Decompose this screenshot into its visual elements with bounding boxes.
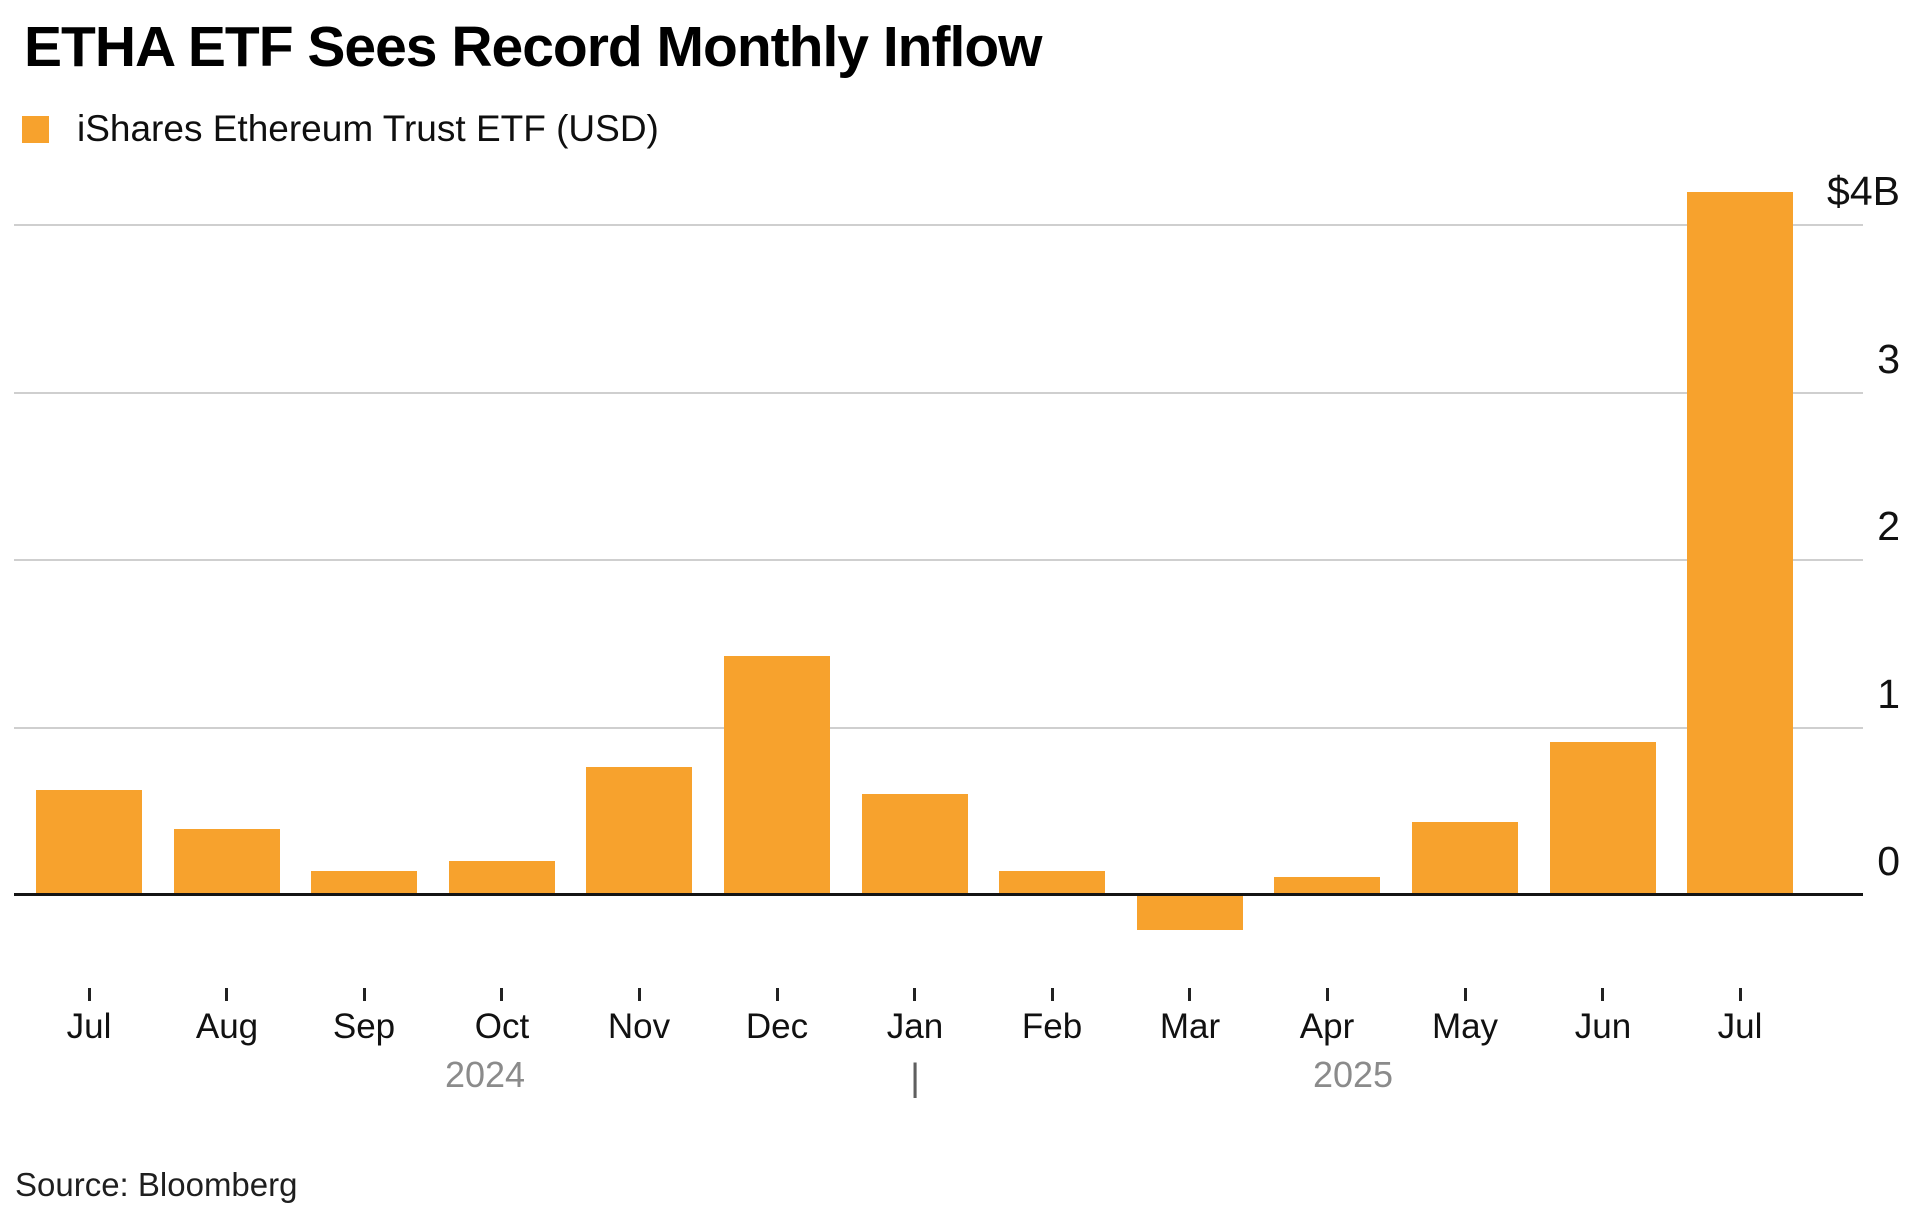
month-label-apr-9: Apr bbox=[1299, 1007, 1355, 1046]
x-tick-mar-8 bbox=[1188, 988, 1191, 1001]
chart-legend: iShares Ethereum Trust ETF (USD) bbox=[22, 108, 659, 150]
month-label-jun-11: Jun bbox=[1574, 1007, 1632, 1046]
month-label-jul-0: Jul bbox=[66, 1007, 112, 1046]
x-tick-jun-11 bbox=[1601, 988, 1604, 1001]
y-axis-label-4b: $4B bbox=[1827, 168, 1900, 214]
bar-jan-6 bbox=[862, 794, 968, 895]
x-tick-feb-7 bbox=[1051, 988, 1054, 1001]
gridline-3b bbox=[14, 392, 1863, 394]
gridline-2b bbox=[14, 559, 1863, 561]
month-label-jul-12: Jul bbox=[1717, 1007, 1763, 1046]
x-tick-jan-6 bbox=[913, 988, 916, 1001]
y-axis-label-1b: 1 bbox=[1877, 671, 1900, 717]
x-tick-nov-4 bbox=[638, 988, 641, 1001]
bar-jun-11 bbox=[1550, 742, 1656, 894]
month-label-feb-7: Feb bbox=[1021, 1007, 1083, 1046]
month-label-oct-3: Oct bbox=[474, 1007, 530, 1046]
gridline-4b bbox=[14, 224, 1863, 226]
y-axis-label-3b: 3 bbox=[1877, 336, 1900, 382]
zero-baseline bbox=[14, 893, 1863, 896]
chart-title: ETHA ETF Sees Record Monthly Inflow bbox=[24, 15, 1042, 79]
x-tick-aug-1 bbox=[225, 988, 228, 1001]
month-label-nov-4: Nov bbox=[607, 1007, 671, 1046]
bar-apr-9 bbox=[1274, 877, 1380, 894]
bar-mar-8 bbox=[1137, 896, 1243, 930]
bar-jul-12 bbox=[1687, 192, 1793, 894]
x-tick-may-10 bbox=[1464, 988, 1467, 1001]
bar-sep-2 bbox=[311, 871, 417, 894]
legend-swatch-icon bbox=[22, 115, 49, 143]
month-label-jan-6: Jan bbox=[886, 1007, 944, 1046]
month-label-dec-5: Dec bbox=[745, 1007, 809, 1046]
legend-series-label: iShares Ethereum Trust ETF (USD) bbox=[77, 108, 659, 149]
bar-jul-0 bbox=[36, 790, 142, 894]
bar-oct-3 bbox=[449, 861, 555, 895]
year-label-2025: 2025 bbox=[1312, 1054, 1394, 1095]
month-label-may-10: May bbox=[1431, 1007, 1499, 1046]
x-tick-dec-5 bbox=[776, 988, 779, 1001]
x-tick-jul-12 bbox=[1739, 988, 1742, 1001]
x-tick-apr-9 bbox=[1326, 988, 1329, 1001]
year-label-2024: 2024 bbox=[444, 1054, 526, 1095]
month-label-sep-2: Sep bbox=[332, 1007, 396, 1046]
bar-feb-7 bbox=[999, 871, 1105, 894]
x-tick-oct-3 bbox=[500, 988, 503, 1001]
month-label-mar-8: Mar bbox=[1159, 1007, 1221, 1046]
bar-may-10 bbox=[1412, 822, 1518, 894]
month-label-aug-1: Aug bbox=[195, 1007, 259, 1046]
bar-dec-5 bbox=[724, 656, 830, 894]
bar-aug-1 bbox=[174, 829, 280, 894]
source-credit: Source: Bloomberg bbox=[15, 1166, 298, 1203]
bar-nov-4 bbox=[586, 767, 692, 894]
year-divider-mark: | bbox=[910, 1057, 920, 1099]
x-tick-sep-2 bbox=[363, 988, 366, 1001]
y-axis-label-2b: 2 bbox=[1877, 503, 1900, 549]
x-tick-jul-0 bbox=[88, 988, 91, 1001]
y-axis-label-0b: 0 bbox=[1877, 838, 1900, 884]
gridline-1b bbox=[14, 727, 1863, 729]
